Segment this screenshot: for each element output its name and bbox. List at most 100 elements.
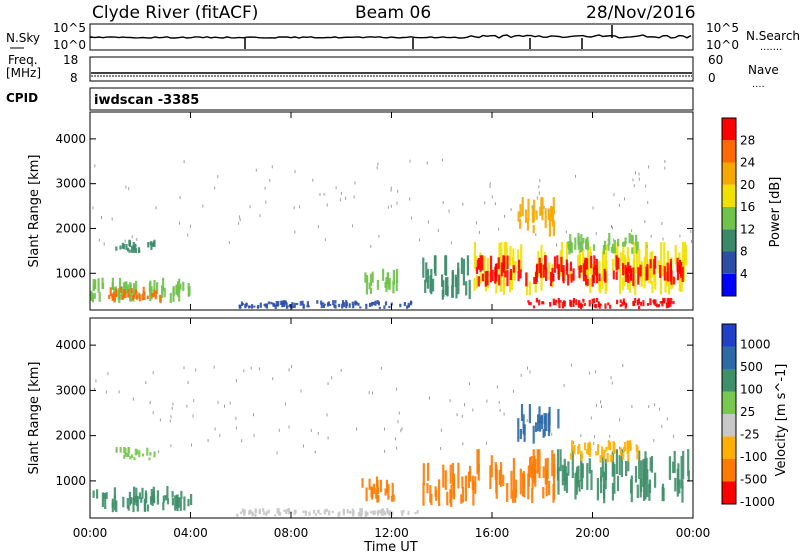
power-echo-cell xyxy=(504,270,507,278)
power-echo-cell xyxy=(623,241,626,247)
power-echo-cell xyxy=(632,267,635,286)
power-echo-speck xyxy=(345,196,347,200)
power-echo-cell xyxy=(495,263,498,277)
velocity-echo-speck xyxy=(149,401,151,404)
power-echo-cell xyxy=(583,303,586,306)
power-echo-cell xyxy=(169,292,172,303)
velocity-echo-cell xyxy=(489,465,492,489)
power-echo-cell xyxy=(238,304,241,309)
velocity-echo-cell xyxy=(623,441,627,451)
velocity-echo-cell xyxy=(464,475,467,502)
power-echo-speck xyxy=(489,182,491,186)
power-echo-cell xyxy=(545,267,548,281)
power-echo-cell xyxy=(387,272,390,282)
velocity-echo-cell xyxy=(474,476,477,494)
velocity-echo-cell xyxy=(262,511,266,515)
velocity-echo-speck xyxy=(499,408,501,412)
power-echo-cell xyxy=(117,292,120,300)
power-echo-cell xyxy=(465,281,468,296)
power-echo-cell xyxy=(535,210,538,220)
power-echo-cell xyxy=(659,267,662,295)
power-colorbar-segment xyxy=(722,273,736,296)
power-echo-cell xyxy=(613,239,616,254)
velocity-echo-cell xyxy=(581,462,584,490)
power-echo-speck xyxy=(611,225,612,228)
velocity-echo-cell xyxy=(451,462,454,486)
velocity-echo-cell xyxy=(351,510,355,513)
power-echo-cell xyxy=(425,262,428,283)
velocity-echo-cell xyxy=(531,467,534,490)
power-echo-speck xyxy=(255,168,257,172)
power-echo-cell xyxy=(320,302,323,309)
power-echo-speck xyxy=(264,186,266,190)
power-echo-cell xyxy=(151,294,154,298)
power-echo-cell xyxy=(607,243,610,251)
velocity-echo-cell xyxy=(101,492,104,507)
velocity-echo-speck xyxy=(229,401,231,405)
velocity-echo-cell xyxy=(130,454,134,459)
power-echo-cell xyxy=(611,258,615,271)
velocity-echo-speck xyxy=(622,364,624,367)
power-echo-cell xyxy=(352,304,355,309)
power-echo-cell xyxy=(670,270,673,285)
power-echo-speck xyxy=(353,195,355,199)
power-echo-speck xyxy=(650,234,652,238)
power-echo-cell xyxy=(550,206,553,218)
velocity-echo-cell xyxy=(644,451,647,484)
power-echo-speck xyxy=(239,218,241,222)
power-echo-cell xyxy=(565,259,568,272)
power-echo-cell xyxy=(554,300,557,306)
power-echo-speck xyxy=(323,192,325,196)
freq-panel: Freq. [MHz] 18 8 60 0 Nave .... xyxy=(6,53,779,90)
power-colorbar-tick: 4 xyxy=(740,267,748,281)
power-echo-cell xyxy=(115,288,118,297)
velocity-echo-cell xyxy=(236,513,239,516)
power-echo-speck xyxy=(409,159,411,163)
nsky-panel: N.Sky 10^5 10^0 10^5 10^0 N.Search .....… xyxy=(6,21,800,53)
power-echo-cell xyxy=(678,259,681,291)
velocity-y-tick-label: 3000 xyxy=(55,383,86,397)
power-echo-cell xyxy=(422,257,425,278)
velocity-echo-cell xyxy=(557,408,560,429)
power-echo-cell xyxy=(574,237,577,250)
power-echo-cell xyxy=(562,300,566,305)
velocity-echo-cell xyxy=(407,510,410,515)
velocity-echo-cell xyxy=(611,451,614,477)
velocity-echo-cell xyxy=(249,509,252,514)
velocity-echo-speck xyxy=(169,419,171,423)
power-echo-cell xyxy=(526,218,530,231)
power-echo-cell xyxy=(604,303,607,309)
power-echo-cell xyxy=(555,299,558,303)
power-echo-cell xyxy=(162,277,165,292)
velocity-echo-cell xyxy=(517,418,520,442)
velocity-echo-cell xyxy=(545,413,548,432)
nave-label: Nave xyxy=(748,63,779,77)
velocity-echo-cell xyxy=(542,466,545,478)
power-echo-speck xyxy=(448,209,450,213)
velocity-echo-cell xyxy=(636,450,639,460)
power-echo-cell xyxy=(90,290,93,301)
power-echo-cell xyxy=(653,259,656,275)
power-echo-cell xyxy=(151,243,154,247)
power-echo-cell xyxy=(133,293,136,298)
velocity-echo-cell xyxy=(600,476,603,494)
velocity-echo-speck xyxy=(172,402,174,406)
power-echo-speck xyxy=(390,188,392,192)
power-echo-cell xyxy=(119,245,122,250)
power-echo-cell xyxy=(628,233,631,244)
velocity-echo-cell xyxy=(586,463,589,490)
power-echo-cell xyxy=(582,237,585,244)
velocity-y-axis-label: Slant Range [km] xyxy=(27,362,42,475)
power-echo-speck xyxy=(190,224,191,228)
power-echo-cell xyxy=(500,265,503,292)
power-echo-cell xyxy=(616,299,619,305)
velocity-echo-cell xyxy=(502,474,505,487)
power-echo-speck xyxy=(214,186,216,190)
velocity-echo-speck xyxy=(258,367,260,371)
velocity-echo-cell xyxy=(314,513,318,517)
power-y-tick-label: 3000 xyxy=(55,177,86,191)
velocity-echo-cell xyxy=(132,497,135,513)
power-echo-cell xyxy=(518,259,521,271)
power-echo-cell xyxy=(577,255,580,271)
